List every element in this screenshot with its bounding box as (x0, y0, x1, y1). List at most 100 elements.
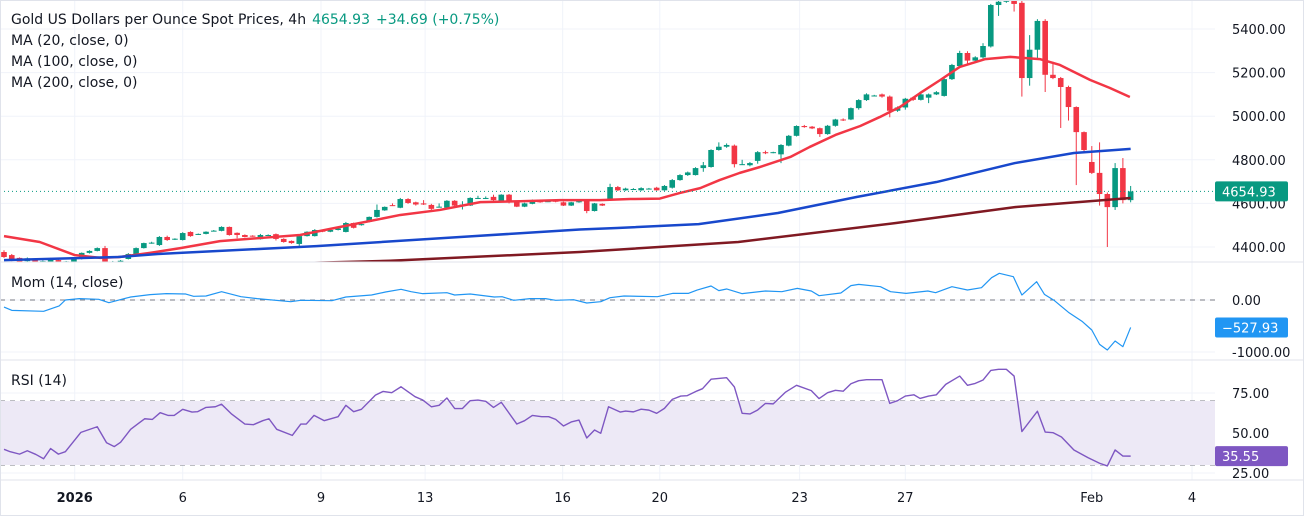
rsi-value-tag-bg (1215, 446, 1288, 467)
rsi-pane[interactable] (3, 368, 1131, 467)
price-tick-label: 5200.00 (1232, 67, 1286, 82)
candle-body (583, 200, 590, 212)
candle-body (646, 188, 652, 190)
candle-body (754, 152, 761, 161)
rsi-tick-label: 25.00 (1232, 467, 1269, 482)
candle-body (381, 206, 388, 211)
candle-body (226, 226, 233, 236)
candle-body (809, 126, 815, 129)
candle-body (576, 201, 582, 203)
rsi-tick-label: 50.00 (1232, 427, 1269, 442)
candle-body (265, 235, 271, 237)
rsi-legend[interactable]: RSI (14) (11, 373, 67, 389)
candle-body (498, 194, 505, 202)
momentum-value-tag-bg (1215, 317, 1288, 338)
candle-body (661, 185, 668, 191)
time-tick-label: 4 (1188, 491, 1196, 506)
momentum-tick-label: -1000.00 (1232, 346, 1290, 361)
price-pane[interactable] (0, 0, 1215, 263)
candle-body (918, 94, 924, 100)
candle-body (1, 252, 7, 258)
candle-body (444, 200, 450, 208)
momentum-pane[interactable] (3, 272, 1132, 351)
candle-body (436, 206, 442, 208)
candle-body (506, 194, 512, 202)
candle-body (848, 108, 854, 120)
candle-body (327, 229, 334, 232)
candle-body (195, 233, 202, 235)
candle-body (545, 201, 551, 203)
candle-body (86, 250, 93, 253)
candle-body (397, 199, 404, 208)
candle-body (607, 187, 613, 200)
candle-body (700, 165, 707, 169)
price-change: +34.69 (+0.75%) (375, 12, 500, 28)
candle-body (148, 242, 155, 244)
candle-body (1120, 168, 1126, 201)
candle-body (210, 230, 217, 232)
momentum-legend[interactable]: Mom (14, close) (11, 275, 124, 291)
candle-body (692, 168, 699, 176)
candle-body (622, 188, 629, 191)
candle-body (1081, 132, 1087, 150)
candle-body (762, 152, 769, 154)
candle-body (428, 204, 435, 209)
time-tick-label: 16 (554, 491, 571, 506)
candle-body (164, 236, 170, 241)
candle-body (1050, 74, 1056, 79)
candle-body (568, 202, 575, 206)
candle-body (514, 202, 520, 207)
time-tick-label: 2026 (57, 491, 93, 506)
ma100-line (3, 147, 1131, 262)
candle-body (879, 94, 885, 97)
symbol-legend[interactable]: Gold US Dollars per Ounce Spot Prices, 4… (11, 11, 499, 29)
candle-body (32, 259, 38, 262)
candle-body (684, 172, 691, 176)
candle-body (343, 223, 349, 232)
candle-body (886, 96, 893, 111)
candle-body (296, 236, 303, 244)
candle-body (677, 175, 683, 181)
ma100-legend[interactable]: MA (100, close, 0) (11, 54, 138, 70)
candle-body (591, 203, 598, 212)
candle-body (708, 149, 714, 167)
candle-body (521, 203, 528, 207)
candle-body (451, 200, 458, 206)
candle-body (71, 257, 77, 262)
candle-body (172, 238, 178, 240)
candle-body (482, 197, 489, 199)
candle-body (1096, 172, 1103, 195)
candle-body (933, 92, 940, 95)
candle-body (280, 238, 287, 242)
time-tick-label: Feb (1080, 491, 1103, 506)
candle-body (987, 5, 994, 47)
candle-body (638, 188, 644, 191)
candle-body (475, 197, 481, 199)
candle-body (653, 187, 660, 191)
candle-body (747, 163, 753, 166)
time-tick-label: 6 (179, 491, 187, 506)
candle-body (335, 228, 341, 230)
candle-body (358, 224, 365, 226)
time-tick-label: 23 (791, 491, 808, 506)
ma20-legend[interactable]: MA (20, close, 0) (11, 33, 129, 49)
candle-body (925, 94, 932, 98)
candle-body (234, 232, 240, 236)
ma200-legend[interactable]: MA (200, close, 0) (11, 75, 138, 91)
candle-body (374, 209, 380, 217)
candle-body (785, 135, 792, 146)
candle-body (405, 199, 411, 203)
candle-body (995, 1, 1002, 6)
time-tick-label: 13 (417, 491, 434, 506)
candle-body (8, 255, 15, 261)
price-tick-label: 4400.00 (1232, 241, 1286, 256)
candle-body (1011, 0, 1017, 4)
candle-body (366, 216, 372, 222)
candle-body (1003, 0, 1010, 2)
last-price: 4654.93 (312, 12, 370, 28)
candle-body (832, 119, 839, 126)
last-price-tag: 4654.93 (1222, 185, 1276, 200)
ma20-line (3, 55, 1131, 260)
